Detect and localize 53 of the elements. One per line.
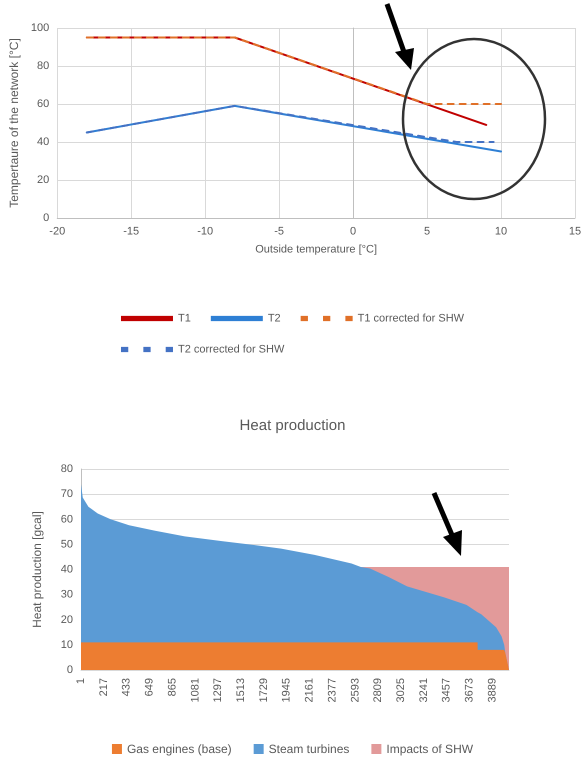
x-tick-label: 1297 [212, 678, 224, 702]
x-tick-label: 865 [166, 678, 178, 696]
y-tick-label: 10 [60, 638, 73, 651]
y-tick-label: 40 [37, 136, 50, 148]
legend-label: T2 [268, 312, 281, 324]
chart-title: Heat production [240, 417, 346, 434]
x-tick-label: 1 [75, 678, 87, 684]
x-tick-label: 1729 [258, 678, 270, 702]
y-tick-label: 40 [60, 564, 73, 576]
y-tick-label: 20 [37, 174, 50, 186]
x-tick-label: 3457 [440, 678, 453, 702]
legend-label: Impacts of SHW [386, 742, 474, 756]
y-tick-label: 80 [60, 463, 73, 475]
legend-label: T1 corrected for SHW [358, 312, 465, 324]
x-tick-label: 3889 [486, 678, 498, 702]
x-tick-label: 2593 [349, 678, 362, 702]
x-tick-label: -20 [49, 226, 66, 238]
x-tick-label: 649 [144, 678, 156, 696]
x-tick-label: 2161 [304, 678, 316, 702]
x-tick-label: -10 [197, 226, 214, 238]
y-tick-label: 20 [60, 614, 73, 626]
x-tick-label: 5 [424, 226, 430, 238]
y-axis-title: Heat production [gcal] [30, 511, 44, 628]
y-axis-title: Tempertaure of the network [°C] [7, 38, 21, 208]
x-tick-label: 3673 [464, 678, 476, 702]
x-tick-label: 1081 [189, 678, 202, 702]
x-tick-label: 2809 [372, 678, 384, 702]
x-tick-label: 2377 [326, 678, 338, 702]
legend-label: T2 corrected for SHW [178, 344, 285, 356]
y-tick-label: 100 [30, 22, 50, 34]
x-tick-label: -5 [274, 226, 284, 238]
legend-label: Gas engines (base) [126, 742, 232, 756]
y-tick-label: 0 [43, 212, 50, 224]
x-tick-label: 1945 [280, 678, 293, 702]
y-tick-label: 80 [37, 60, 50, 72]
y-tick-label: 60 [60, 513, 73, 526]
legend-label: T1 [178, 312, 191, 324]
y-tick-label: 60 [37, 98, 50, 110]
x-tick-label: 15 [568, 226, 582, 238]
y-tick-label: 50 [60, 538, 73, 550]
x-tick-label: -15 [123, 226, 140, 238]
x-tick-label: 433 [120, 678, 133, 696]
legend-label: Steam turbines [268, 742, 350, 756]
y-tick-label: 70 [60, 488, 73, 500]
y-tick-label: 0 [66, 664, 73, 676]
x-tick-label: 217 [98, 678, 110, 696]
x-axis-title: Outside temperature [°C] [255, 244, 378, 256]
x-tick-label: 3025 [394, 678, 407, 702]
x-tick-label: 0 [350, 226, 356, 238]
x-tick-label: 1513 [234, 678, 247, 702]
x-tick-label: 10 [494, 226, 508, 238]
y-tick-label: 30 [60, 588, 73, 601]
x-tick-label: 3241 [418, 678, 430, 702]
